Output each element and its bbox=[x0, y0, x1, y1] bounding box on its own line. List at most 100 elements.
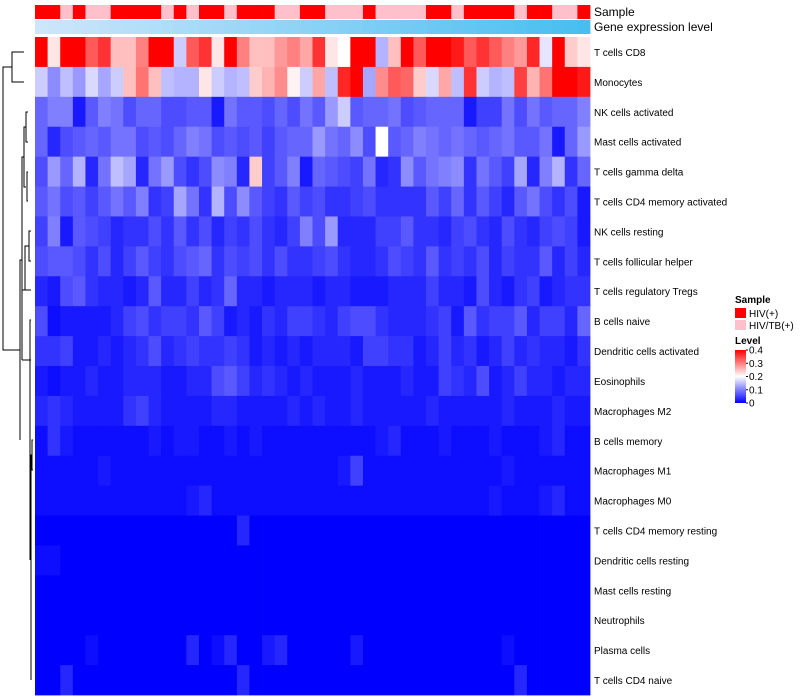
heatmap-cell bbox=[262, 605, 276, 636]
heatmap-cell bbox=[350, 665, 364, 696]
heatmap-cell bbox=[72, 515, 86, 546]
heatmap-cell bbox=[388, 336, 402, 367]
heatmap-cell bbox=[249, 515, 263, 546]
heatmap-cell bbox=[47, 336, 61, 367]
heatmap-cell bbox=[198, 37, 212, 68]
heatmap-cell bbox=[388, 605, 402, 636]
sample-annotation-cell bbox=[325, 5, 339, 19]
heatmap-cell bbox=[72, 545, 86, 576]
heatmap-cell bbox=[287, 37, 301, 68]
heatmap-cell bbox=[463, 186, 477, 217]
heatmap-cell bbox=[337, 575, 351, 606]
heatmap-cell bbox=[60, 156, 74, 187]
heatmap-cell bbox=[552, 545, 566, 576]
heatmap-cell bbox=[501, 126, 515, 158]
heatmap-cell bbox=[325, 395, 339, 427]
heatmap-cell bbox=[388, 156, 402, 187]
heatmap-cell bbox=[539, 366, 553, 397]
heatmap-cell bbox=[173, 366, 187, 397]
dendrogram-branch bbox=[21, 156, 24, 360]
heatmap-cell bbox=[173, 635, 187, 666]
sample-annotation-cell bbox=[198, 5, 212, 19]
sample-annotation-cell bbox=[413, 5, 427, 19]
heatmap-cell bbox=[514, 366, 528, 397]
heatmap-cell bbox=[299, 186, 313, 217]
heatmap-cell bbox=[148, 276, 162, 307]
heatmap-cell bbox=[539, 37, 553, 68]
heatmap-cell bbox=[539, 156, 553, 187]
expression-level-cell bbox=[413, 20, 427, 34]
heatmap-cell bbox=[85, 575, 99, 606]
heatmap-cell bbox=[161, 306, 175, 337]
row-label: T cells CD4 memory resting bbox=[594, 527, 717, 538]
sample-annotation-cell bbox=[211, 5, 225, 19]
heatmap-cell bbox=[47, 66, 61, 98]
heatmap-cell bbox=[413, 306, 427, 337]
heatmap-cell bbox=[236, 545, 250, 576]
heatmap-cell bbox=[438, 545, 452, 576]
heatmap-cell bbox=[577, 485, 591, 516]
heatmap-cell bbox=[564, 186, 578, 217]
heatmap-cell bbox=[577, 605, 591, 636]
heatmap-cell bbox=[60, 186, 74, 217]
row-label: T cells CD4 naive bbox=[594, 676, 673, 687]
heatmap-cell bbox=[501, 575, 515, 606]
sample-annotation-cell bbox=[72, 5, 86, 19]
heatmap-cell bbox=[476, 37, 490, 68]
heatmap-cell bbox=[72, 126, 86, 158]
heatmap-cell bbox=[375, 515, 389, 546]
heatmap-cell bbox=[287, 156, 301, 187]
heatmap-cell bbox=[539, 455, 553, 487]
sample-annotation-cell bbox=[388, 5, 402, 19]
expression-level-cell bbox=[186, 20, 200, 34]
heatmap-cell bbox=[514, 575, 528, 606]
heatmap-cell bbox=[173, 455, 187, 487]
heatmap-cell bbox=[224, 425, 238, 457]
heatmap-cell bbox=[299, 395, 313, 427]
heatmap-cell bbox=[564, 336, 578, 367]
heatmap-cell bbox=[161, 246, 175, 277]
heatmap-cell bbox=[489, 156, 503, 187]
heatmap-cell bbox=[325, 515, 339, 546]
heatmap-cell bbox=[501, 366, 515, 397]
heatmap-cell bbox=[211, 455, 225, 487]
heatmap-cell bbox=[211, 605, 225, 636]
heatmap-cell bbox=[426, 276, 440, 307]
heatmap-cell bbox=[60, 276, 74, 307]
heatmap-cell bbox=[262, 156, 276, 187]
heatmap-cell bbox=[287, 425, 301, 457]
heatmap-cell bbox=[564, 66, 578, 98]
heatmap-cell bbox=[98, 455, 112, 487]
heatmap-cell bbox=[173, 216, 187, 247]
expression-level-cell bbox=[388, 20, 402, 34]
heatmap-cell bbox=[489, 515, 503, 546]
heatmap-cell bbox=[211, 186, 225, 217]
heatmap-cell bbox=[463, 545, 477, 576]
expression-level-cell bbox=[274, 20, 288, 34]
heatmap-cell bbox=[539, 395, 553, 427]
heatmap-cell bbox=[35, 276, 49, 307]
heatmap-cell bbox=[236, 395, 250, 427]
heatmap-cell bbox=[47, 575, 61, 606]
heatmap-cell bbox=[526, 455, 540, 487]
expression-level-cell bbox=[337, 20, 351, 34]
heatmap-cell bbox=[325, 545, 339, 576]
heatmap-cell bbox=[526, 216, 540, 247]
heatmap-cell bbox=[110, 485, 124, 516]
heatmap-cell bbox=[489, 605, 503, 636]
heatmap-cell bbox=[426, 336, 440, 367]
heatmap-cell bbox=[388, 306, 402, 337]
heatmap-cell bbox=[198, 306, 212, 337]
heatmap-cell bbox=[362, 126, 376, 158]
heatmap-cell bbox=[451, 485, 465, 516]
heatmap-cell bbox=[161, 126, 175, 158]
heatmap-cell bbox=[224, 306, 238, 337]
heatmap-cell bbox=[463, 276, 477, 307]
heatmap-cell bbox=[362, 186, 376, 217]
sample-annotation-cell bbox=[60, 5, 74, 19]
heatmap-cell bbox=[98, 156, 112, 187]
heatmap-cell bbox=[85, 605, 99, 636]
heatmap-cell bbox=[426, 575, 440, 606]
heatmap-cell bbox=[577, 306, 591, 337]
heatmap-cell bbox=[186, 455, 200, 487]
